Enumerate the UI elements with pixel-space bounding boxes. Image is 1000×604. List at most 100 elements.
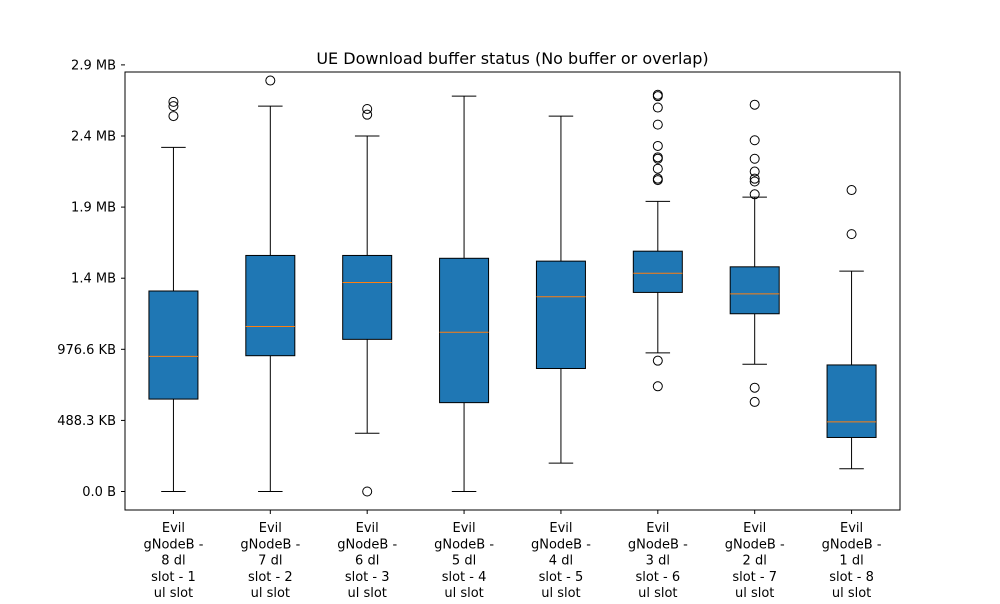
x-tick-label-line: Evil xyxy=(743,521,766,536)
outlier-point xyxy=(652,102,663,113)
box-group xyxy=(729,99,780,407)
outlier-point xyxy=(652,173,663,184)
x-tick-label: Evil gNodeB - 2 dl slot - 7 ul slot xyxy=(725,521,785,600)
chart-title: UE Download buffer status (No buffer or … xyxy=(316,49,708,68)
box-group xyxy=(148,96,199,493)
x-tick-label: Evil gNodeB - 5 dl slot - 4 ul slot xyxy=(434,521,494,600)
x-tick-label-line: slot - 4 xyxy=(442,570,487,585)
y-tick-label: 0.0 B xyxy=(82,485,116,500)
x-tick-label-line: Evil xyxy=(646,521,669,536)
x-tick-label-line: 1 dl xyxy=(839,554,863,569)
y-tick-label: 2.9 MB xyxy=(71,58,116,73)
x-tick-label-line: 8 dl xyxy=(161,554,185,569)
outlier-point xyxy=(362,486,373,497)
outlier-point xyxy=(652,89,663,100)
x-tick-label-line: ul slot xyxy=(832,586,871,600)
outlier-point xyxy=(846,229,857,240)
box-iqr xyxy=(245,254,296,357)
x-tick-label: Evil gNodeB - 1 dl slot - 8 ul slot xyxy=(822,521,882,600)
x-tick-label: Evil gNodeB - 3 dl slot - 6 ul slot xyxy=(628,521,688,600)
x-tick-label-line: ul slot xyxy=(444,586,483,600)
box-group xyxy=(342,103,393,497)
outlier-point xyxy=(362,109,373,120)
y-tick-label: 488.3 KB xyxy=(57,414,116,429)
x-tick-label-line: gNodeB - xyxy=(531,537,591,552)
box-iqr xyxy=(632,250,683,293)
x-tick-label: Evil gNodeB - 6 dl slot - 3 ul slot xyxy=(337,521,397,600)
x-tick-label-line: Evil xyxy=(162,521,185,536)
box-iqr xyxy=(439,257,490,404)
box-iqr xyxy=(826,364,877,438)
outlier-point xyxy=(652,355,663,366)
outlier-point xyxy=(168,111,179,122)
outlier-point xyxy=(652,163,663,174)
x-tick-label-line: ul slot xyxy=(541,586,580,600)
box-group xyxy=(245,75,296,493)
x-tick-label-line: Evil xyxy=(549,521,572,536)
x-tick-label-line: gNodeB - xyxy=(143,537,203,552)
outlier-point xyxy=(362,103,373,114)
outlier-point xyxy=(749,396,760,407)
outlier-point xyxy=(168,96,179,107)
outlier-point xyxy=(749,382,760,393)
x-tick-label-line: slot - 3 xyxy=(345,570,390,585)
x-tick-label-line: ul slot xyxy=(735,586,774,600)
x-tick-label-line: 4 dl xyxy=(549,554,573,569)
x-tick-label-line: Evil xyxy=(452,521,475,536)
box-group xyxy=(632,89,683,392)
y-tick-label: 2.4 MB xyxy=(71,129,116,144)
box-group xyxy=(535,115,586,464)
x-tick-label-line: slot - 2 xyxy=(248,570,293,585)
x-tick-label-line: ul slot xyxy=(154,586,193,600)
x-tick-label-line: Evil xyxy=(356,521,379,536)
x-tick-label-line: gNodeB - xyxy=(240,537,300,552)
x-tick-label-line: slot - 1 xyxy=(151,570,196,585)
box-group xyxy=(439,95,490,493)
box-group xyxy=(826,185,877,470)
x-tick-label-line: gNodeB - xyxy=(628,537,688,552)
outlier-point xyxy=(168,101,179,112)
plot-frame xyxy=(124,71,901,511)
y-tick-label: 1.9 MB xyxy=(71,201,116,216)
x-tick-label: Evil gNodeB - 4 dl slot - 5 ul slot xyxy=(531,521,591,600)
outlier-point xyxy=(749,153,760,164)
outlier-point xyxy=(749,135,760,146)
x-tick-label-line: 5 dl xyxy=(452,554,476,569)
outlier-point xyxy=(652,119,663,130)
x-tick-label-line: 6 dl xyxy=(355,554,379,569)
x-tick-label: Evil gNodeB - 7 dl slot - 2 ul slot xyxy=(240,521,300,600)
x-tick-label-line: 7 dl xyxy=(258,554,282,569)
outlier-point xyxy=(749,189,760,200)
x-tick-label-line: 2 dl xyxy=(743,554,767,569)
y-tick-label: 1.4 MB xyxy=(71,272,116,287)
outlier-point xyxy=(846,185,857,196)
outlier-point xyxy=(652,140,663,151)
x-tick-label-line: ul slot xyxy=(347,586,386,600)
x-tick-label-line: slot - 7 xyxy=(732,570,777,585)
outlier-point xyxy=(265,75,276,86)
outlier-point xyxy=(749,166,760,177)
x-tick-label-line: 3 dl xyxy=(646,554,670,569)
x-tick-label-line: ul slot xyxy=(638,586,677,600)
box-iqr xyxy=(729,266,780,315)
x-tick-label-line: slot - 6 xyxy=(635,570,680,585)
outlier-point xyxy=(749,176,760,187)
box-iqr xyxy=(148,290,199,400)
x-tick-label-line: ul slot xyxy=(251,586,290,600)
x-tick-label-line: gNodeB - xyxy=(822,537,882,552)
plot-area: 0.0 B 488.3 KB 976.6 KB 1.4 MB 1.9 MB 2.4 MB 2… xyxy=(57,58,882,601)
x-tick-label-line: gNodeB - xyxy=(725,537,785,552)
outlier-point xyxy=(749,173,760,184)
x-tick-label-line: gNodeB - xyxy=(434,537,494,552)
x-tick-label-line: slot - 5 xyxy=(539,570,584,585)
x-tick-label-line: gNodeB - xyxy=(337,537,397,552)
box-iqr xyxy=(342,254,393,340)
x-tick-label-line: Evil xyxy=(840,521,863,536)
y-tick-label: 976.6 KB xyxy=(57,343,116,358)
outlier-point xyxy=(749,99,760,110)
outlier-point xyxy=(652,152,663,163)
x-tick-label-line: Evil xyxy=(259,521,282,536)
outlier-point xyxy=(652,381,663,392)
